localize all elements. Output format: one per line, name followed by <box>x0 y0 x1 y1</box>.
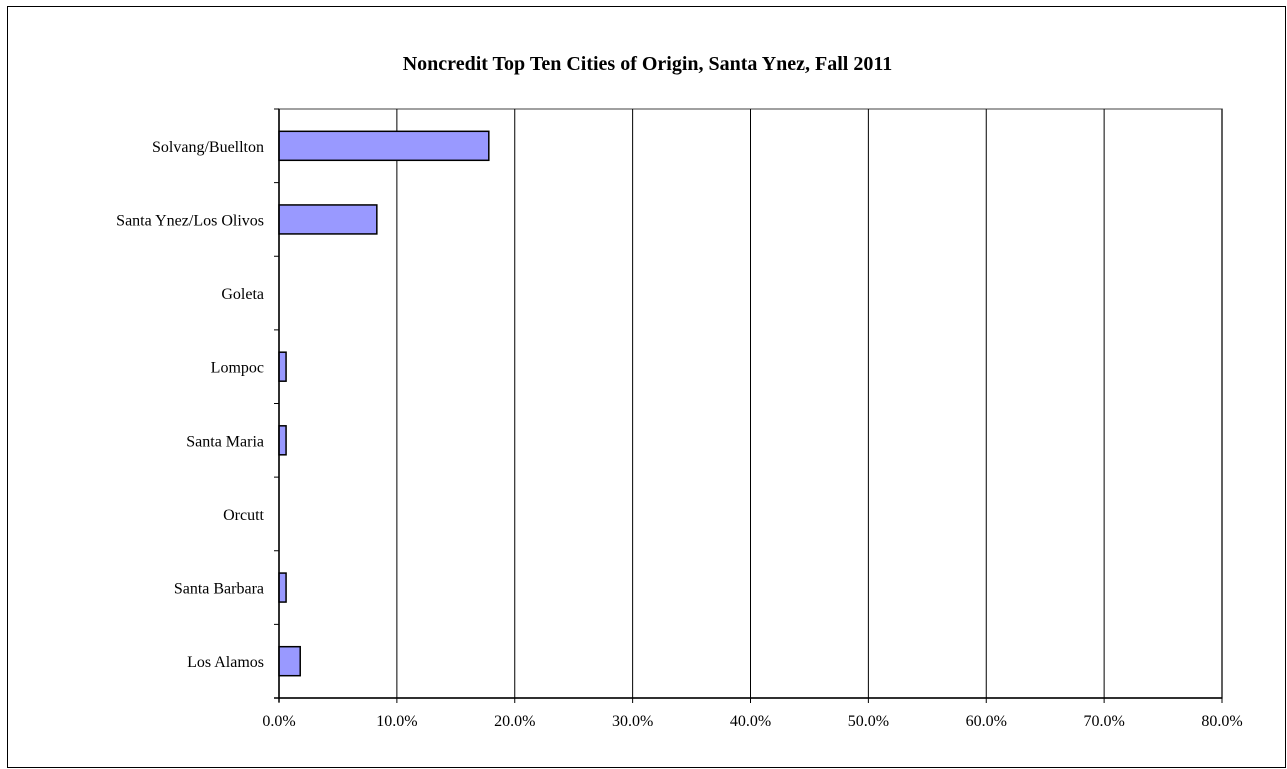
category-label: Orcutt <box>223 507 264 524</box>
x-tick-label: 40.0% <box>730 713 771 730</box>
category-label: Los Alamos <box>187 654 264 671</box>
category-label: Santa Ynez/Los Olivos <box>116 212 264 229</box>
category-label: Lompoc <box>211 360 264 377</box>
chart-frame: Noncredit Top Ten Cities of Origin, Sant… <box>7 6 1286 768</box>
category-label: Santa Maria <box>186 433 264 450</box>
x-tick-label: 0.0% <box>262 713 295 730</box>
x-tick-label: 10.0% <box>376 713 417 730</box>
bar-santa-maria <box>278 425 287 456</box>
x-tick-label: 70.0% <box>1083 713 1124 730</box>
chart-title: Noncredit Top Ten Cities of Origin, Sant… <box>402 53 893 75</box>
bar-los-alamos <box>278 645 301 677</box>
x-tick-label: 50.0% <box>848 713 889 730</box>
x-tick-label: 60.0% <box>966 713 1007 730</box>
category-label: Solvang/Buellton <box>152 139 264 156</box>
bar-lompoc <box>278 351 287 382</box>
category-label: Santa Barbara <box>174 581 264 598</box>
x-tick-label: 20.0% <box>494 713 535 730</box>
x-tick-label: 80.0% <box>1201 713 1242 730</box>
bar-solvang-buellton <box>278 130 490 162</box>
bar-santa-ynez-los-olivos <box>278 204 378 235</box>
x-tick-label: 30.0% <box>612 713 653 730</box>
bar-santa-barbara <box>278 572 287 603</box>
bar-chart: 0.0% 10.0% 20.0% 30.0% 40.0% 50.0% 60.0% 70.0% 8… <box>116 108 1243 730</box>
category-label: Goleta <box>221 286 264 303</box>
